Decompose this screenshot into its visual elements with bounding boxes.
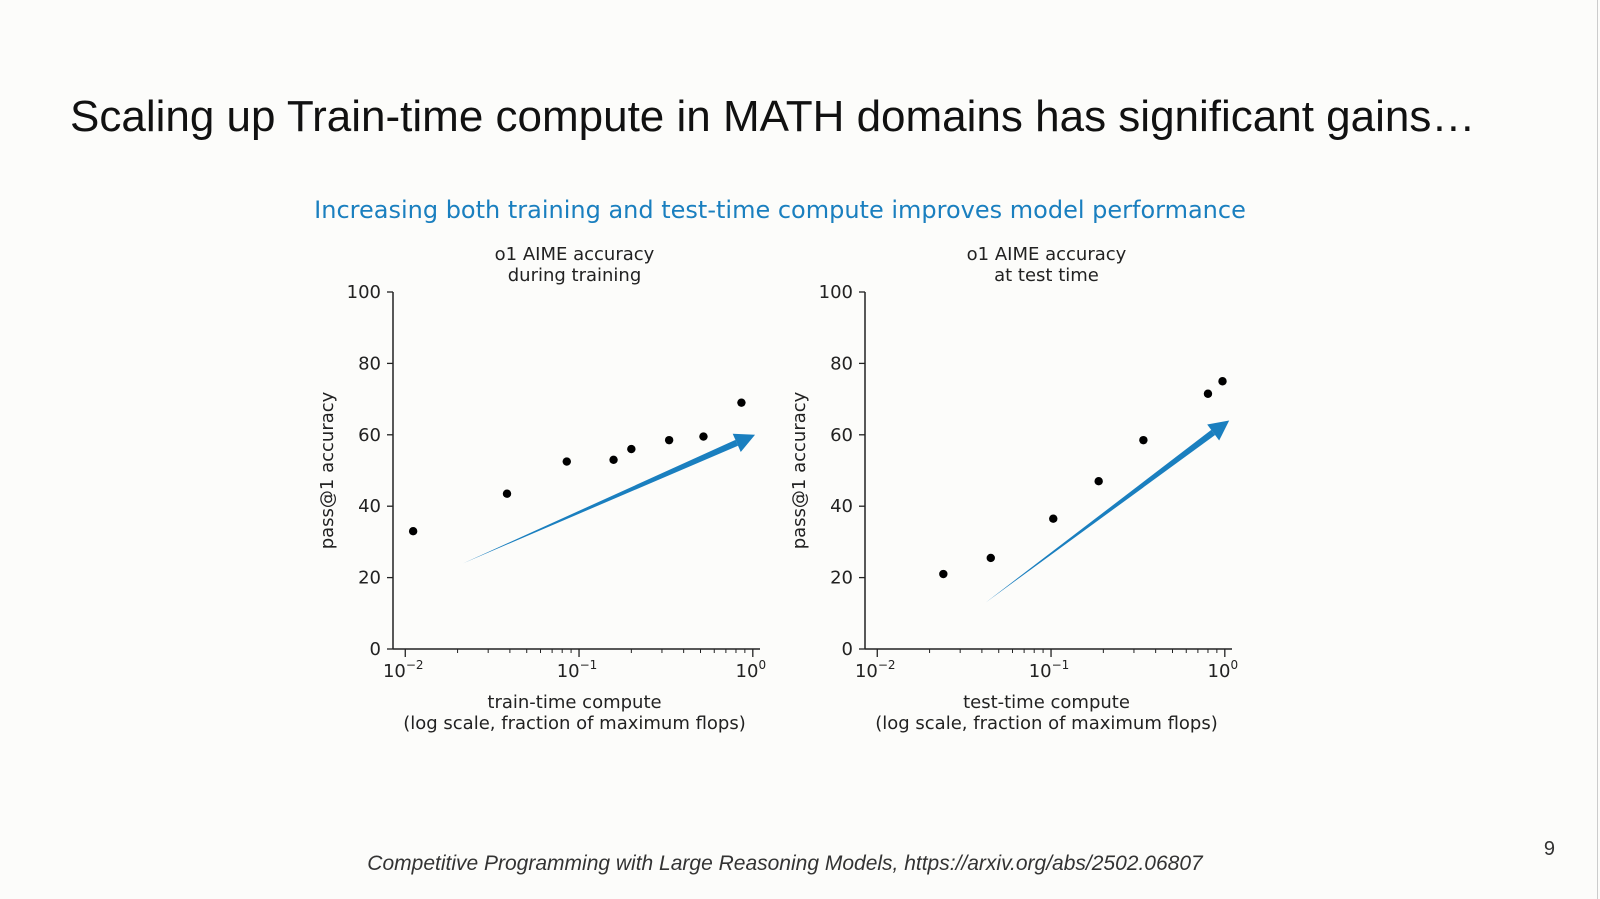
y-tick-label: 0 xyxy=(842,639,853,660)
data-point xyxy=(939,569,948,579)
data-point xyxy=(627,444,636,454)
trend-arrow-shaft xyxy=(463,439,739,564)
data-point xyxy=(1139,435,1148,445)
y-tick-label: 60 xyxy=(358,425,381,446)
y-tick-label: 40 xyxy=(830,496,853,517)
chart-title-line: o1 AIME accuracy xyxy=(495,244,655,265)
x-tick-label: 100 xyxy=(736,658,767,682)
y-tick-label: 60 xyxy=(830,425,853,446)
y-tick-label: 40 xyxy=(358,496,381,517)
data-point xyxy=(562,457,571,466)
x-axis-label: test-time compute xyxy=(963,692,1130,713)
x-tick-label: 10−2 xyxy=(855,658,896,682)
data-point xyxy=(699,432,708,441)
x-axis-label: train-time compute xyxy=(487,692,661,713)
y-tick-label: 100 xyxy=(819,282,853,303)
x-tick-label: 10−2 xyxy=(383,658,424,682)
y-tick-label: 0 xyxy=(370,639,381,660)
data-point xyxy=(986,553,995,563)
x-tick-label: 100 xyxy=(1208,658,1239,682)
citation-caption: Competitive Programming with Large Reaso… xyxy=(367,852,1203,875)
data-point xyxy=(737,398,746,407)
trend-arrow-head xyxy=(732,433,756,453)
y-tick-label: 20 xyxy=(358,568,381,589)
x-tick-label: 10−1 xyxy=(557,658,598,682)
data-point xyxy=(664,435,674,445)
y-tick-label: 80 xyxy=(358,353,381,374)
y-tick-label: 20 xyxy=(830,568,853,589)
slide-title: Scaling up Train-time compute in MATH do… xyxy=(70,92,1476,141)
chart-title-line: o1 AIME accuracy xyxy=(967,244,1127,265)
x-axis-label: (log scale, fraction of maximum flops) xyxy=(403,713,746,734)
data-point xyxy=(408,526,418,536)
chart-title-line: during training xyxy=(508,265,642,286)
data-point xyxy=(502,489,512,498)
chart-title-line: at test time xyxy=(994,265,1099,286)
y-axis-label: pass@1 accuracy xyxy=(317,391,338,549)
y-axis-label: pass@1 accuracy xyxy=(789,391,810,549)
figure-heading: Increasing both training and test-time c… xyxy=(314,196,1246,224)
slide-edge-divider xyxy=(1597,0,1598,899)
data-point xyxy=(609,455,618,464)
trend-arrow-shaft xyxy=(985,429,1216,603)
trend-arrow-head xyxy=(1207,420,1230,441)
page-number: 9 xyxy=(1543,838,1555,860)
y-tick-label: 80 xyxy=(830,353,853,374)
data-point xyxy=(1218,377,1227,386)
data-point xyxy=(1094,477,1103,486)
x-axis-label: (log scale, fraction of maximum flops) xyxy=(875,713,1218,734)
y-tick-label: 100 xyxy=(347,282,381,303)
data-point xyxy=(1203,389,1213,398)
data-point xyxy=(1049,514,1058,523)
x-tick-label: 10−1 xyxy=(1029,658,1070,682)
